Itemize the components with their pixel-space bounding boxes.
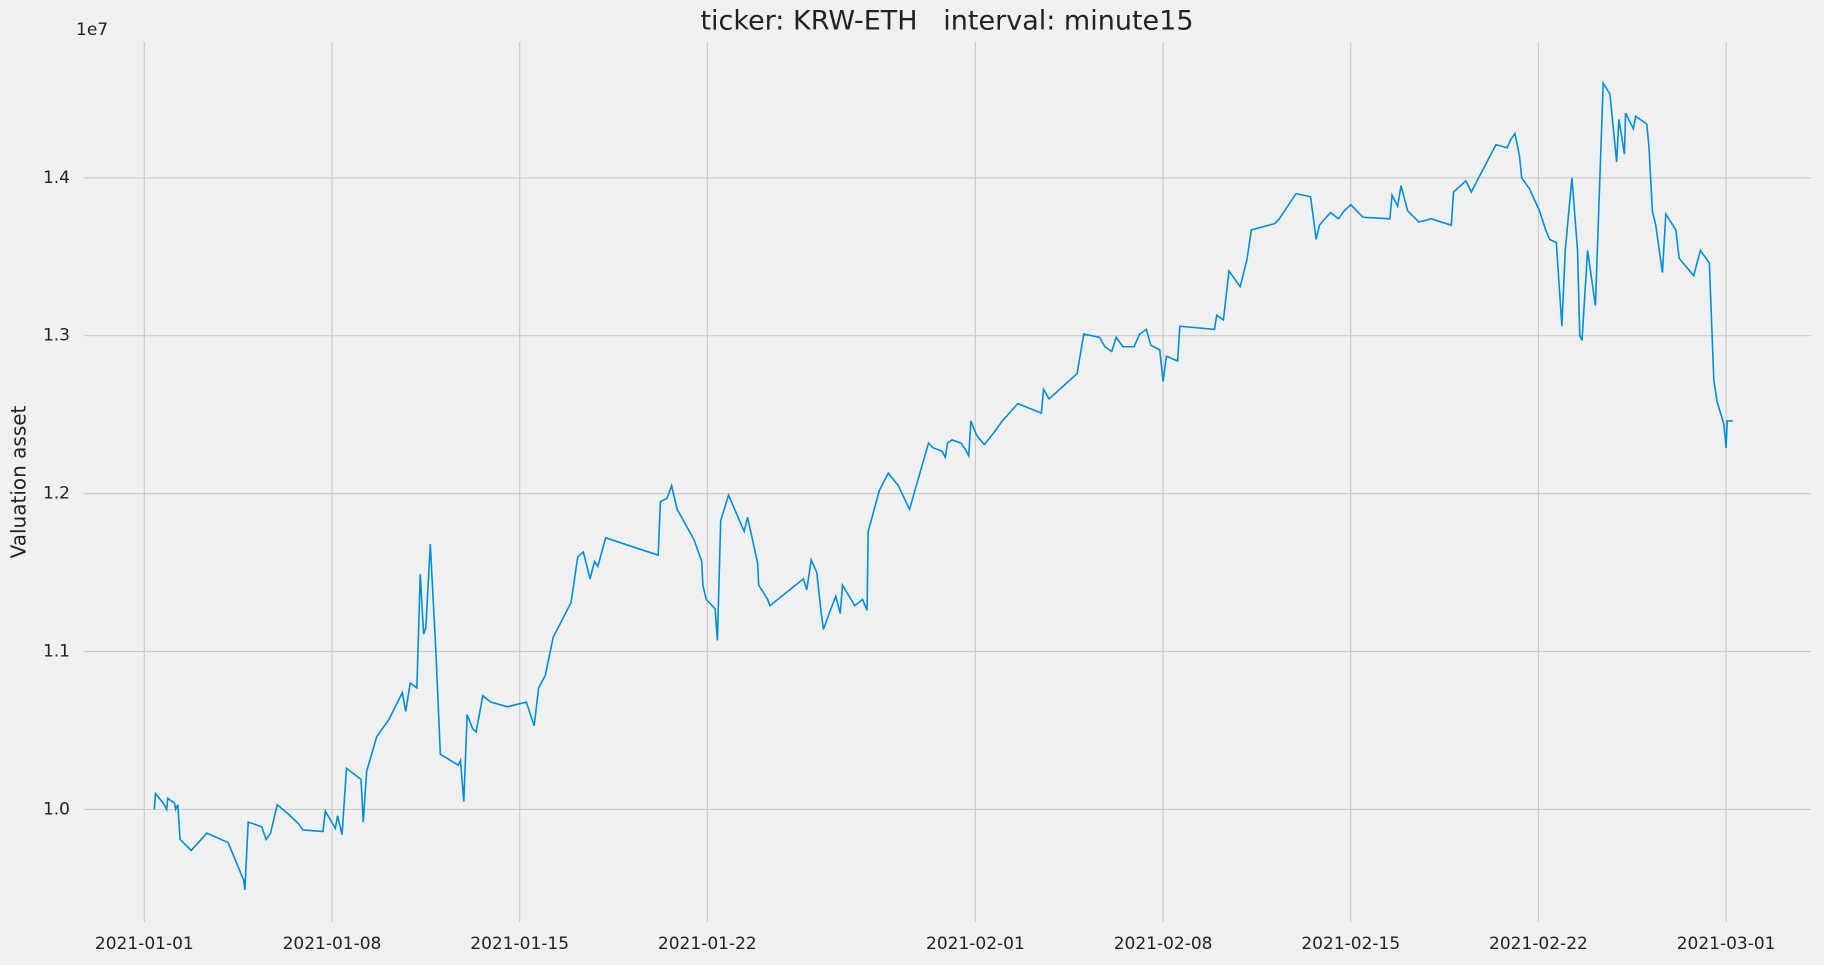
x-tick-label: 2021-01-01	[95, 934, 194, 954]
x-tick-label: 2021-03-01	[1677, 934, 1776, 954]
x-tick-label: 2021-01-08	[283, 934, 382, 954]
x-tick-label: 2021-02-15	[1301, 934, 1400, 954]
data-line	[153, 80, 1733, 891]
y-axis-label: Valuation asset	[7, 405, 31, 558]
x-tick-label: 2021-02-22	[1489, 934, 1588, 954]
chart-title: ticker: KRW-ETH interval: minute15	[700, 6, 1193, 37]
y-tick-label: 1.2	[43, 484, 70, 504]
y-offset-label: 1e7	[76, 20, 108, 40]
x-tick-label: 2021-02-08	[1114, 934, 1213, 954]
x-tick-label: 2021-01-22	[658, 934, 757, 954]
x-tick-label: 2021-02-01	[926, 934, 1025, 954]
y-tick-label: 1.1	[43, 642, 70, 662]
x-tick-label: 2021-01-15	[470, 934, 569, 954]
y-tick-label: 1.3	[43, 326, 70, 346]
grid	[84, 42, 1811, 922]
y-tick-label: 1.4	[43, 168, 70, 188]
y-tick-label: 1.0	[43, 799, 70, 819]
